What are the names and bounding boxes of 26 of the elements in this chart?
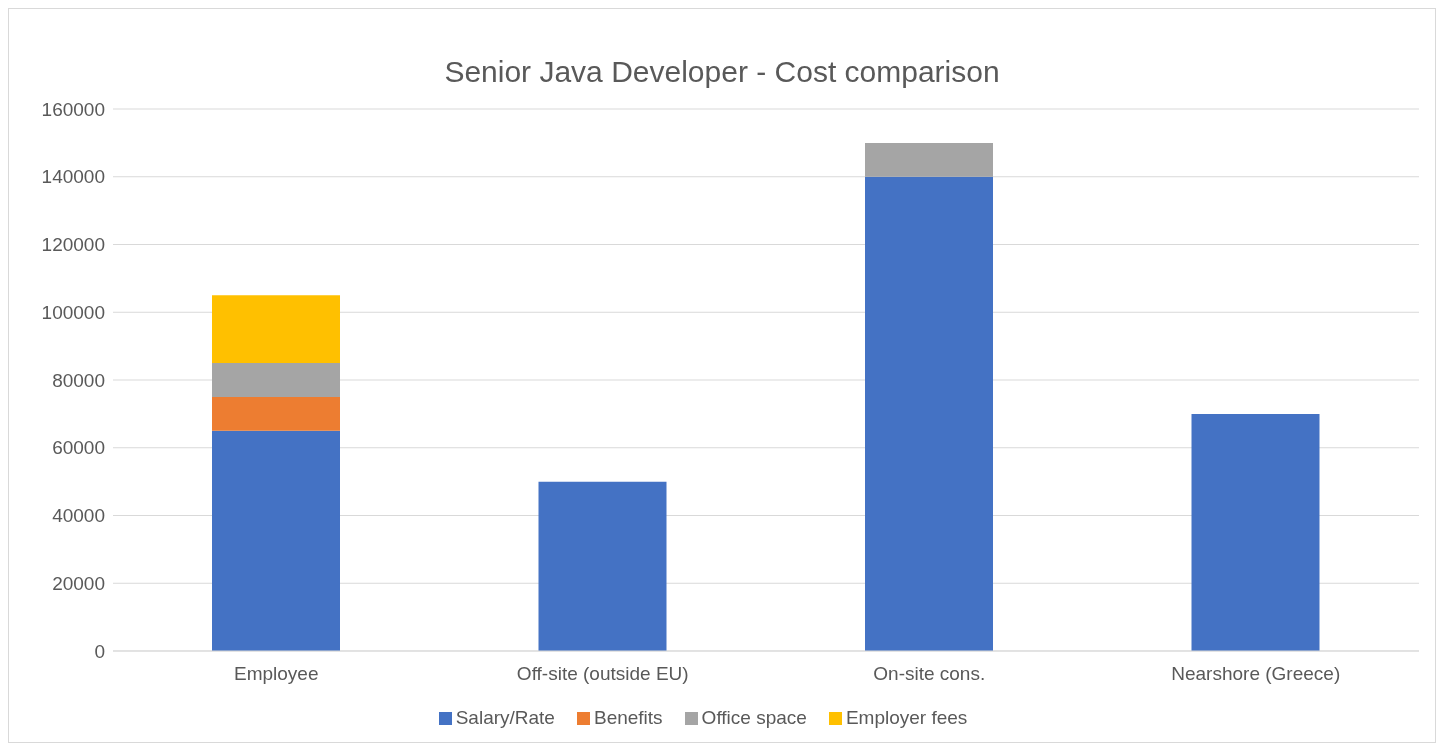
bar (865, 142, 993, 177)
y-tick-label: 100000 (41, 301, 105, 323)
x-tick-label: Off-site (outside EU) (516, 663, 689, 685)
bar (212, 430, 340, 651)
bar (212, 396, 340, 431)
y-tick-label: 140000 (41, 166, 105, 188)
y-tick-label: 120000 (41, 234, 105, 256)
bar (538, 481, 667, 651)
x-tick-label: Nearshore (Greece) (1171, 663, 1341, 685)
x-tick-label: Employee (234, 663, 319, 685)
y-tick-label: 20000 (52, 572, 105, 594)
legend-label: Office space (701, 707, 807, 728)
y-tick-label: 60000 (52, 437, 105, 459)
bar (865, 176, 993, 651)
bar (212, 295, 340, 364)
x-tick-label: On-site cons. (873, 663, 986, 685)
chart-title: Senior Java Developer - Cost comparison (443, 54, 1001, 89)
legend-label: Salary/Rate (455, 707, 555, 728)
y-tick-label: 40000 (52, 505, 105, 527)
bar (212, 363, 340, 397)
y-tick-label: 80000 (52, 369, 105, 391)
y-tick-label: 0 (94, 640, 105, 662)
legend-label: Employer fees (845, 707, 968, 728)
y-tick-label: 160000 (41, 98, 105, 120)
legend-label: Benefits (593, 707, 663, 728)
bar (1191, 413, 1320, 651)
